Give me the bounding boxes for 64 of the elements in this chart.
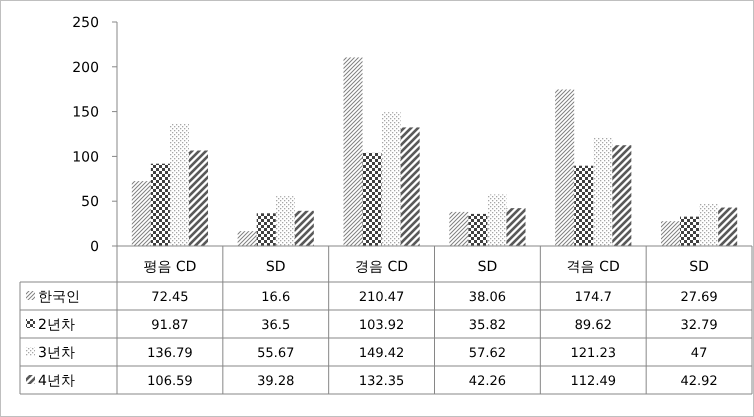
data-label: 55.67 (257, 346, 294, 361)
x-tick-label: SD (689, 259, 709, 275)
x-tick-label: SD (266, 259, 286, 275)
x-tick-label: 경음 CD (355, 259, 408, 275)
y-tick-label: 50 (81, 194, 99, 210)
bar (400, 127, 420, 246)
bar (382, 112, 401, 246)
data-label: 42.92 (680, 374, 718, 389)
data-label: 89.62 (574, 318, 612, 333)
data-label: 106.59 (147, 374, 193, 389)
data-label: 72.45 (151, 290, 189, 305)
x-tick-label: SD (478, 259, 498, 275)
data-label: 91.87 (151, 318, 189, 333)
data-label: 38.06 (468, 290, 506, 305)
data-label: 132.35 (358, 374, 404, 389)
bar (718, 208, 738, 246)
legend-label: 3년차 (38, 345, 75, 361)
data-label: 35.82 (468, 318, 506, 333)
data-label: 27.69 (680, 290, 718, 305)
bar (612, 145, 632, 246)
data-label: 57.62 (468, 346, 506, 361)
data-label: 39.28 (257, 374, 294, 389)
data-label: 121.23 (570, 346, 616, 361)
bar (362, 152, 382, 246)
bar (132, 181, 151, 246)
x-tick-label: 평음 CD (143, 259, 196, 275)
y-tick-label: 200 (72, 60, 99, 76)
data-label: 210.47 (358, 290, 404, 305)
data-label: 16.6 (261, 290, 290, 305)
bar (238, 231, 257, 246)
bar (680, 216, 700, 246)
bar (506, 208, 526, 246)
bar (170, 123, 189, 246)
bar (343, 57, 363, 246)
y-tick-label: 100 (72, 149, 99, 166)
data-label: 112.49 (570, 374, 616, 389)
data-label: 103.92 (358, 318, 404, 333)
x-tick-label: 격음 CD (566, 259, 620, 275)
bar (449, 212, 468, 246)
bar (660, 221, 680, 246)
bar (574, 166, 594, 246)
bar (276, 196, 295, 246)
bar (468, 214, 488, 246)
bar (188, 150, 208, 246)
data-label: 47 (690, 346, 708, 361)
data-label: 36.5 (261, 318, 290, 333)
legend-label: 2년차 (38, 317, 75, 333)
data-label: 136.79 (147, 346, 193, 361)
bar (150, 164, 170, 246)
bar (294, 210, 314, 246)
data-label: 174.7 (574, 290, 612, 305)
legend-label: 4년차 (38, 373, 75, 389)
data-label: 32.79 (680, 318, 718, 333)
bar (256, 213, 276, 246)
y-tick-label: 250 (72, 15, 99, 31)
bar (487, 194, 506, 246)
bar (699, 204, 718, 246)
legend-label: 한국인 (38, 289, 80, 305)
data-label: 42.26 (468, 374, 506, 389)
y-tick-label: 0 (90, 239, 99, 255)
bar (593, 137, 612, 246)
data-label: 149.42 (358, 346, 404, 361)
y-tick-label: 150 (72, 104, 99, 121)
bar (555, 89, 574, 246)
